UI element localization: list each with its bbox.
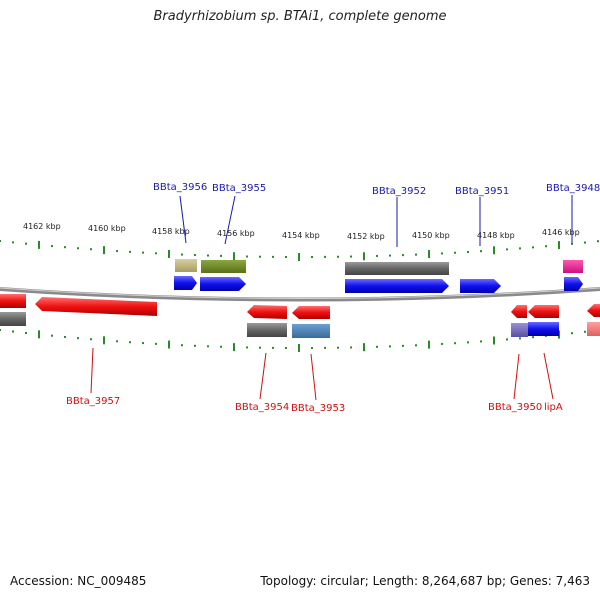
gene-callout-line <box>513 353 520 400</box>
cog-box[interactable] <box>587 322 600 336</box>
forward-cds-arrow[interactable] <box>345 279 449 293</box>
scale-label: 4158 kbp <box>152 227 190 236</box>
cog-box[interactable] <box>345 262 449 275</box>
scale-label: 4150 kbp <box>412 231 450 240</box>
gene-callout-line <box>259 352 267 400</box>
genome-title: Bradyrhizobium sp. BTAi1, complete genom… <box>153 9 447 24</box>
scale-label: 4162 kbp <box>23 222 61 231</box>
forward-cds-arrow[interactable] <box>460 279 501 293</box>
reverse-cds-arrow[interactable] <box>0 294 26 308</box>
gene-label-reverse[interactable]: lipA <box>544 402 563 413</box>
forward-cds-arrow[interactable] <box>200 277 246 291</box>
gene-label-forward[interactable]: BBta_3951 <box>455 186 509 197</box>
cog-box[interactable] <box>0 312 26 326</box>
reverse-cds-arrow[interactable] <box>35 297 157 316</box>
reverse-cds-arrow[interactable] <box>587 304 600 317</box>
top-scale-ticks <box>0 240 599 261</box>
genome-summary-text: Topology: circular; Length: 8,264,687 bp… <box>260 574 590 588</box>
cog-box[interactable] <box>563 260 583 273</box>
gene-label-forward[interactable]: BBta_3956 <box>153 182 207 193</box>
genome-backbone-highlight <box>0 287 600 299</box>
cog-box[interactable] <box>528 322 559 336</box>
gene-label-forward[interactable]: BBta_3948 <box>546 183 600 194</box>
cog-box[interactable] <box>511 323 528 337</box>
gene-callout-line <box>310 353 317 401</box>
cog-box[interactable] <box>201 260 246 273</box>
forward-cds-arrow[interactable] <box>174 276 197 290</box>
cog-box[interactable] <box>175 259 197 272</box>
gene-callout-line <box>224 195 236 245</box>
reverse-cds-arrow[interactable] <box>528 305 559 318</box>
reverse-cds-arrow[interactable] <box>247 305 287 319</box>
reverse-cds-arrow[interactable] <box>292 306 330 319</box>
gene-label-reverse[interactable]: BBta_3950 <box>488 402 542 413</box>
gene-label-reverse[interactable]: BBta_3957 <box>66 396 120 407</box>
gene-callout-line <box>543 352 554 400</box>
scale-label: 4160 kbp <box>88 224 126 233</box>
scale-label: 4146 kbp <box>542 228 580 237</box>
scale-label: 4156 kbp <box>217 229 255 238</box>
reverse-cds-arrow[interactable] <box>511 305 527 318</box>
cog-box[interactable] <box>292 324 330 338</box>
gene-callout-line <box>179 195 187 244</box>
scale-label: 4148 kbp <box>477 231 515 240</box>
accession-text: Accession: NC_009485 <box>10 574 147 588</box>
cog-box[interactable] <box>247 323 287 337</box>
bottom-scale-ticks <box>0 329 599 352</box>
forward-cds-arrow[interactable] <box>564 277 583 291</box>
gene-label-forward[interactable]: BBta_3952 <box>372 186 426 197</box>
scale-label: 4152 kbp <box>347 232 385 241</box>
gene-callout-line <box>90 347 94 394</box>
gene-label-forward[interactable]: BBta_3955 <box>212 183 266 194</box>
scale-label: 4154 kbp <box>282 231 320 240</box>
genome-backbone <box>0 287 600 302</box>
gene-label-reverse[interactable]: BBta_3954 <box>235 402 289 413</box>
gene-label-reverse[interactable]: BBta_3953 <box>291 403 345 414</box>
